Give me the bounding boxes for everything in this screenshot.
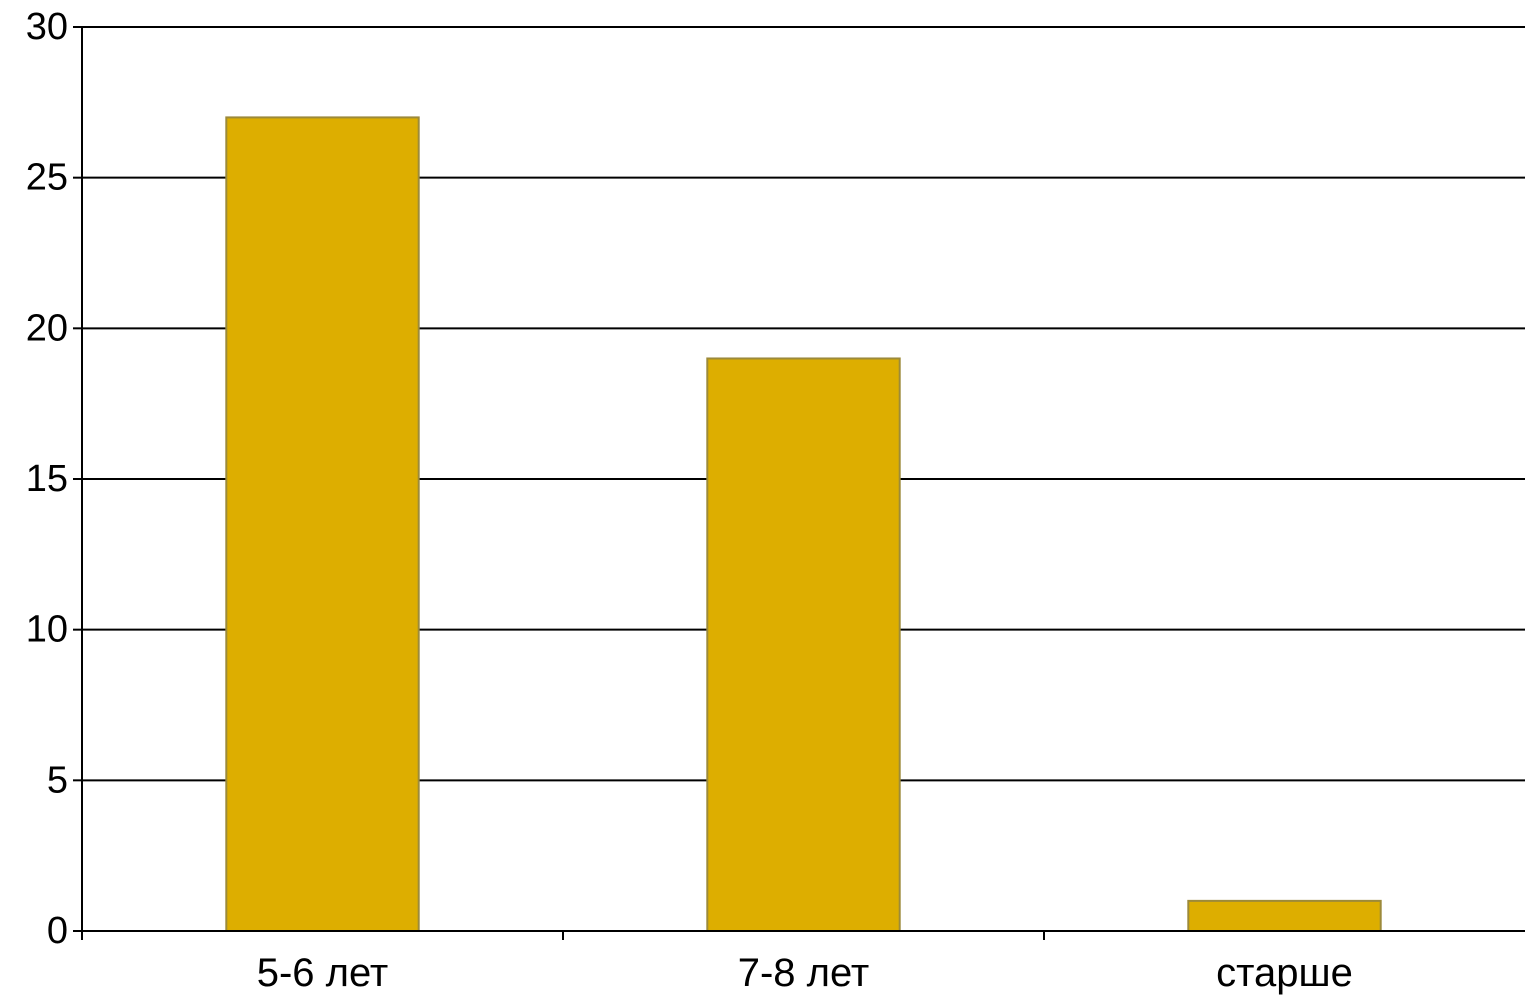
x-tick-label: 7-8 лет — [738, 951, 870, 995]
axes — [73, 26, 1525, 940]
bar — [1187, 899, 1382, 932]
bars — [225, 116, 1382, 932]
y-tick-label: 5 — [47, 759, 68, 801]
y-tick-label: 0 — [47, 910, 68, 952]
y-tick-label: 10 — [26, 609, 68, 651]
y-tick-label: 20 — [26, 307, 68, 349]
bar — [225, 116, 420, 932]
x-tick-label: 5-6 лет — [257, 951, 389, 995]
bar — [706, 357, 901, 932]
y-tick-labels: 0 5 10 15 20 25 30 — [26, 6, 68, 952]
x-tick-labels: 5-6 лет 7-8 лет старше — [257, 951, 1353, 995]
y-tick-label: 15 — [26, 458, 68, 500]
y-tick-label: 30 — [26, 6, 68, 48]
y-tick-label: 25 — [26, 157, 68, 199]
x-tick-label: старше — [1216, 951, 1353, 995]
